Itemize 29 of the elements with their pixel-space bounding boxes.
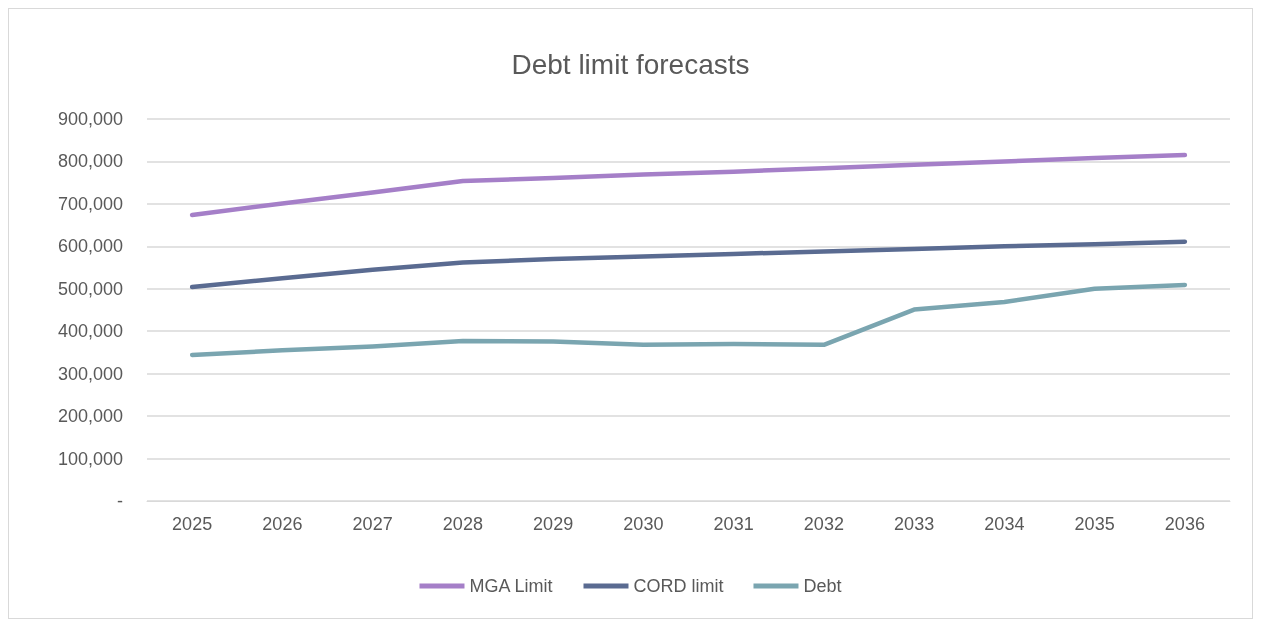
line-series [189, 282, 1188, 358]
y-tick-label: 400,000 [57, 321, 123, 342]
x-tick-label: 2025 [172, 514, 213, 534]
y-tick-label: 200,000 [57, 406, 123, 427]
y-tick-label: 100,000 [57, 448, 123, 469]
x-tick-label: 2026 [262, 514, 303, 534]
y-tick-label: 700,000 [57, 193, 123, 214]
x-tick-label: 2033 [894, 514, 935, 534]
legend-label: MGA Limit [469, 576, 553, 596]
legend-label: CORD limit [633, 576, 724, 596]
y-tick-label: 500,000 [57, 278, 123, 299]
y-tick-label: 600,000 [57, 236, 123, 257]
x-tick-label: 2031 [713, 514, 754, 534]
x-tick-label: 2036 [1164, 514, 1205, 534]
x-tick-label: 2029 [533, 514, 574, 534]
x-tick-label: 2027 [352, 514, 393, 534]
x-tick-label: 2030 [623, 514, 664, 534]
x-tick-label: 2034 [984, 514, 1025, 534]
y-tick-label: 900,000 [57, 109, 123, 129]
y-tick-label: 300,000 [57, 363, 123, 384]
x-tick-label: 2032 [803, 514, 844, 534]
y-tick-label: - [117, 491, 123, 511]
chart-title: Debt limit forecasts [511, 48, 750, 80]
y-tick-label: 800,000 [57, 151, 123, 172]
line-series [189, 239, 1188, 290]
legend-label: Debt [803, 576, 842, 596]
x-tick-label: 2035 [1074, 514, 1115, 534]
x-tick-label: 2028 [442, 514, 483, 534]
line-series [189, 152, 1188, 218]
